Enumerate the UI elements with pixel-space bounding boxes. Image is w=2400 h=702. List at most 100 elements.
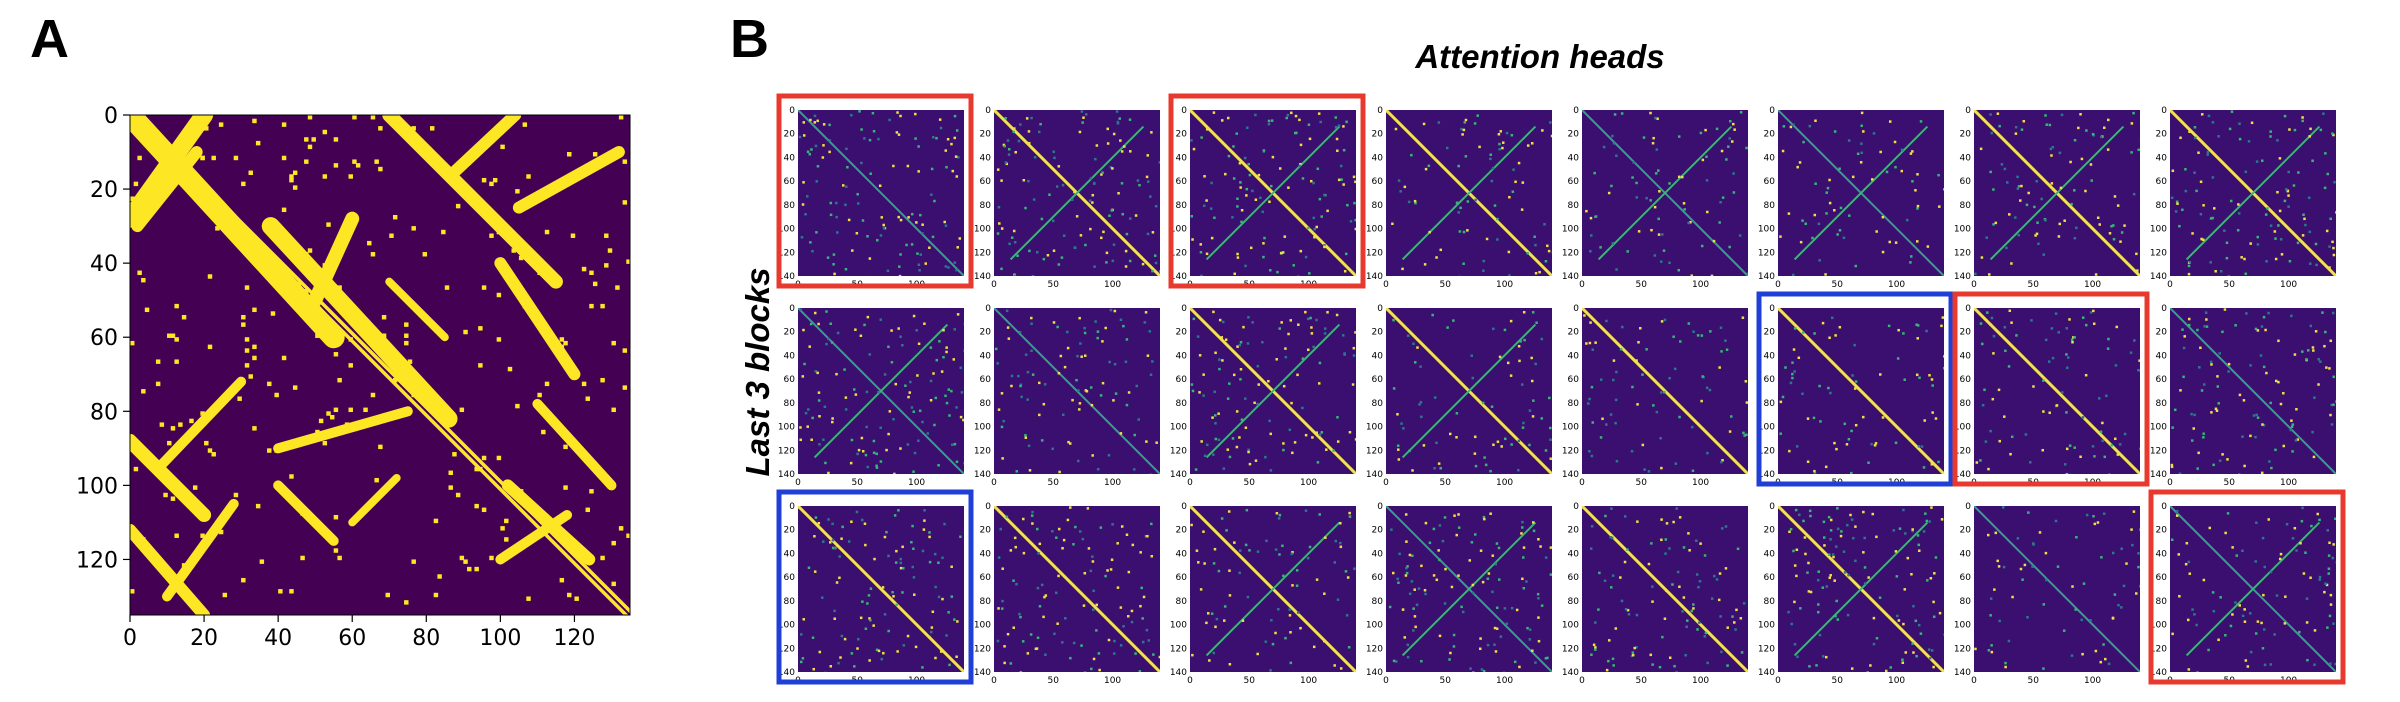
thumb-y-tick: 140: [1170, 470, 1187, 480]
thumb-y-tick: 40: [1960, 153, 1972, 163]
thumb-y-tick: 100: [1366, 423, 1383, 433]
thumb-x-tick: 50: [1636, 280, 1648, 290]
thumb-y-tick: 140: [1954, 272, 1971, 282]
thumb-y-tick: 20: [1764, 130, 1776, 140]
thumb-y-tick: 60: [980, 573, 992, 583]
contact-map: 0 20 40 60 80 100 120 0 20 40 60 80 100 120: [76, 104, 631, 651]
thumb-y-tick: 120: [1366, 644, 1383, 654]
thumb-y-tick: 20: [1568, 328, 1580, 338]
thumb-y-tick: 120: [778, 446, 795, 456]
thumb-y-tick: 100: [2150, 621, 2167, 631]
thumb-x-tick: 50: [1832, 280, 1844, 290]
thumb-y-tick: 80: [1764, 201, 1776, 211]
thumb-x-tick: 0: [1383, 280, 1389, 290]
thumb-x-tick: 0: [2167, 478, 2173, 488]
thumb-y-tick: 140: [1758, 668, 1775, 678]
thumb-y-tick: 140: [2150, 272, 2167, 282]
thumb-y-tick: 20: [980, 526, 992, 536]
thumb-y-tick: 140: [2150, 470, 2167, 480]
y-tick-label: 20: [90, 178, 118, 203]
thumb-y-tick: 140: [1562, 470, 1579, 480]
highlight-frame: [1952, 291, 2150, 487]
thumb-x-tick: 100: [2084, 676, 2101, 686]
thumb-y-tick: 60: [1372, 177, 1384, 187]
highlight-frame: [1756, 291, 1954, 487]
thumb-y-tick: 100: [1954, 621, 1971, 631]
thumb-y-tick: 40: [980, 153, 992, 163]
thumb-y-tick: 60: [1176, 375, 1188, 385]
thumb-y-tick: 80: [784, 201, 796, 211]
thumb-y-tick: 80: [784, 399, 796, 409]
thumb-y-tick: 80: [784, 597, 796, 607]
thumb-x-tick: 50: [1048, 478, 1060, 488]
thumb-y-tick: 120: [778, 644, 795, 654]
thumb-y-tick: 60: [2156, 177, 2168, 187]
thumb-x-tick: 50: [1440, 280, 1452, 290]
thumb-y-tick: 20: [784, 328, 796, 338]
thumb-y-tick: 20: [1764, 526, 1776, 536]
thumb-y-tick: 20: [1764, 328, 1776, 338]
x-tick-label: 80: [412, 626, 440, 651]
thumb-y-tick: 100: [778, 621, 795, 631]
thumb-y-tick: 60: [1372, 573, 1384, 583]
thumb-y-tick: 100: [1954, 423, 1971, 433]
thumb-x-tick: 50: [1440, 676, 1452, 686]
thumb-y-tick: 0: [789, 106, 795, 116]
thumb-x-tick: 50: [1244, 478, 1256, 488]
thumb-x-tick: 0: [1971, 280, 1977, 290]
thumb-y-tick: 100: [974, 423, 991, 433]
thumb-y-tick: 0: [1573, 304, 1579, 314]
thumb-x-tick: 100: [1496, 478, 1513, 488]
y-tick-label: 100: [76, 474, 118, 499]
thumb-y-tick: 40: [1568, 351, 1580, 361]
thumb-y-tick: 60: [2156, 573, 2168, 583]
thumb-y-tick: 60: [784, 375, 796, 385]
thumb-y-tick: 100: [1366, 621, 1383, 631]
thumb-y-tick: 40: [1568, 153, 1580, 163]
thumb-y-tick: 140: [974, 470, 991, 480]
thumb-y-tick: 100: [1562, 423, 1579, 433]
thumb-y-tick: 80: [1568, 201, 1580, 211]
thumb-y-tick: 80: [1568, 597, 1580, 607]
thumb-y-tick: 60: [1764, 375, 1776, 385]
thumb-y-tick: 100: [1758, 225, 1775, 235]
thumb-y-tick: 120: [1366, 248, 1383, 258]
thumb-y-tick: 80: [2156, 597, 2168, 607]
thumb-y-tick: 140: [778, 272, 795, 282]
thumb-y-tick: 80: [1176, 201, 1188, 211]
thumb-y-tick: 60: [1960, 573, 1972, 583]
thumb-y-tick: 20: [980, 328, 992, 338]
thumb-y-tick: 60: [1764, 177, 1776, 187]
thumb-y-tick: 140: [778, 470, 795, 480]
thumb-y-tick: 100: [2150, 423, 2167, 433]
thumb-y-tick: 40: [1176, 351, 1188, 361]
thumb-y-tick: 60: [784, 573, 796, 583]
thumb-y-tick: 40: [784, 351, 796, 361]
thumb-x-tick: 100: [1300, 478, 1317, 488]
thumb-x-tick: 50: [2028, 280, 2040, 290]
thumb-x-tick: 50: [1636, 478, 1648, 488]
thumb-y-tick: 100: [778, 423, 795, 433]
thumb-y-tick: 100: [778, 225, 795, 235]
thumb-y-tick: 0: [1181, 502, 1187, 512]
thumb-y-tick: 100: [1954, 225, 1971, 235]
thumb-y-tick: 20: [1568, 526, 1580, 536]
thumb-x-tick: 100: [1888, 676, 1905, 686]
thumb-y-tick: 140: [1758, 470, 1775, 480]
thumb-y-tick: 0: [1573, 502, 1579, 512]
thumb-x-tick: 100: [1692, 478, 1709, 488]
thumb-y-tick: 80: [2156, 399, 2168, 409]
thumb-x-tick: 0: [1187, 676, 1193, 686]
thumb-y-tick: 80: [1372, 201, 1384, 211]
thumb-x-tick: 100: [1888, 280, 1905, 290]
